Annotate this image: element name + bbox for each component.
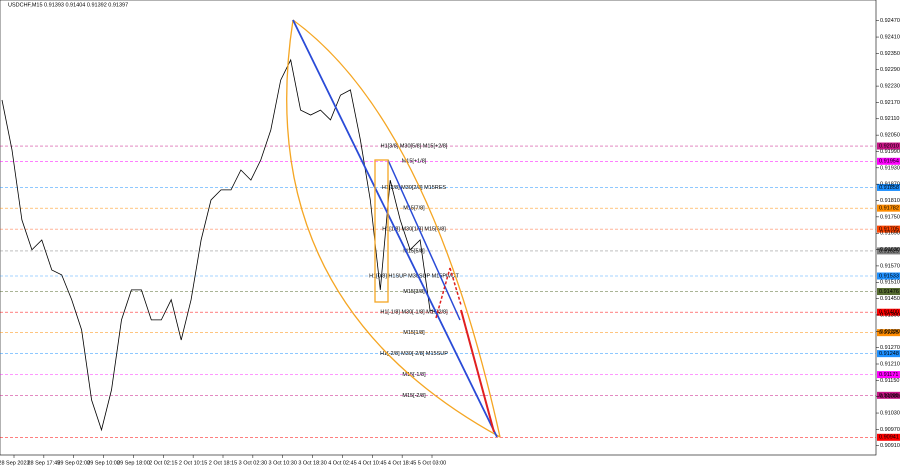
level-price-label: 0.91476 bbox=[879, 289, 899, 295]
level-price-box bbox=[877, 433, 900, 441]
level-label: M15[1/8] bbox=[403, 330, 425, 336]
trend-line bbox=[387, 159, 461, 321]
y-tick-label: 0.91630 bbox=[880, 247, 900, 253]
level-price-label: 0.91325 bbox=[879, 330, 899, 336]
y-tick-label: 0.91510 bbox=[880, 280, 900, 286]
forecast-arrow bbox=[460, 309, 495, 433]
level-label: H1[-1/8] M30[-1/8] M15[2/8] bbox=[380, 310, 448, 316]
y-tick-label: 0.92110 bbox=[880, 116, 899, 122]
level-label: M15[7/8] bbox=[403, 206, 425, 212]
level-price-label: 0.91954 bbox=[879, 159, 899, 165]
level-price-label: 0.92010 bbox=[879, 143, 899, 149]
y-tick-label: 0.91570 bbox=[880, 263, 900, 269]
y-tick-label: 0.91270 bbox=[880, 345, 900, 351]
x-tick-label: 2 Oct 18:15 bbox=[209, 460, 237, 466]
x-tick-label: 3 Oct 02:30 bbox=[239, 460, 267, 466]
chart-title: USDCHF,M15 0.91393 0.91404 0.91392 0.913… bbox=[8, 2, 128, 8]
plot-frame bbox=[0, 0, 877, 456]
y-tick-label: 0.91690 bbox=[880, 231, 900, 237]
level-label: M15[-1/8] bbox=[402, 372, 426, 378]
y-tick-label: 0.91810 bbox=[880, 198, 900, 204]
level-price-box bbox=[877, 288, 900, 296]
fib-arc bbox=[292, 19, 501, 438]
levels: 0.92010 H1[3/8] M30[5/8] M15[+2/8] 0.91954… bbox=[0, 142, 900, 441]
x-tick-label: 5 Oct 03:00 bbox=[418, 460, 446, 466]
forecast-arrow bbox=[449, 267, 462, 306]
y-tick-label: 0.92170 bbox=[880, 100, 900, 106]
y-tick-label: 0.92290 bbox=[880, 67, 900, 73]
range-box bbox=[374, 159, 389, 303]
y-tick-label: 0.92410 bbox=[880, 35, 900, 41]
y-tick-label: 0.91870 bbox=[880, 182, 900, 188]
level-price-label: 0.91858 bbox=[879, 185, 899, 191]
x-tick-label: 4 Oct 02:45 bbox=[328, 460, 356, 466]
level-price-box bbox=[877, 247, 900, 255]
x-tick-label: 29 Sep 18:00 bbox=[117, 460, 150, 466]
x-tick-label: 2 Oct 10:15 bbox=[179, 460, 207, 466]
y-tick-label: 0.92470 bbox=[880, 18, 900, 24]
level-label: H1[3/8] M30[5/8] M15[+2/8] bbox=[381, 143, 448, 149]
level-price-label: 0.90941 bbox=[879, 435, 899, 441]
x-tick-label: 3 Oct 10:30 bbox=[268, 460, 296, 466]
level-price-label: 0.91705 bbox=[879, 227, 899, 233]
y-tick-label: 0.91150 bbox=[880, 378, 899, 384]
level-label: H1[2/8] M30[2/8] M15RES bbox=[382, 185, 447, 191]
x-tick-label: 28 Sep 2023 bbox=[0, 460, 30, 466]
level-price-box bbox=[877, 329, 900, 337]
level-price-label: 0.91248 bbox=[879, 351, 899, 357]
x-tick-label: 4 Oct 18:45 bbox=[388, 460, 416, 466]
x-tick-label: 4 Oct 10:45 bbox=[358, 460, 386, 466]
x-tick-label: 29 Sep 10:00 bbox=[87, 460, 120, 466]
y-tick-label: 0.90910 bbox=[880, 443, 900, 449]
level-label: M15[-2/8] bbox=[402, 393, 426, 399]
level-price-box bbox=[877, 225, 900, 233]
level-price-box bbox=[877, 272, 900, 280]
x-tick-label: 3 Oct 18:30 bbox=[298, 460, 326, 466]
y-tick-label: 0.92350 bbox=[880, 51, 900, 57]
forecast-arrow bbox=[435, 267, 451, 319]
level-price-label: 0.91400 bbox=[879, 310, 899, 316]
level-label: H1[1/8] M30[1/8] M15[6/8] bbox=[382, 227, 446, 233]
level-price-box bbox=[877, 308, 900, 316]
level-label: M15[5/8] bbox=[403, 248, 425, 254]
y-tick-label: 0.91390 bbox=[880, 312, 900, 318]
y-tick-label: 0.91750 bbox=[880, 214, 900, 220]
x-tick-label: 2 Oct 02:15 bbox=[149, 460, 177, 466]
y-tick-label: 0.91330 bbox=[880, 329, 900, 335]
y-tick-label: 0.90970 bbox=[880, 427, 900, 433]
level-price-label: 0.91533 bbox=[879, 273, 899, 279]
x-tick-label: 29 Sep 02:00 bbox=[57, 460, 90, 466]
y-tick-label: 0.91030 bbox=[880, 410, 900, 416]
y-tick-label: 0.92230 bbox=[880, 84, 900, 90]
level-price-label: 0.91782 bbox=[879, 206, 899, 212]
trend-line bbox=[292, 19, 498, 438]
level-price-box bbox=[877, 204, 900, 212]
level-price-box bbox=[877, 391, 900, 399]
level-price-box bbox=[877, 350, 900, 358]
y-tick-label: 0.91450 bbox=[880, 296, 900, 302]
level-price-box bbox=[877, 371, 900, 379]
level-label: H1[0/8] H1SUP M30SUP M15PIVOT bbox=[369, 273, 459, 279]
level-label: H1[-2/8] M30[-2/8] M15SUP bbox=[380, 351, 448, 357]
fib-arc bbox=[286, 19, 501, 438]
level-price-box bbox=[877, 142, 900, 150]
level-price-label: 0.91095 bbox=[879, 393, 899, 399]
level-label: M15[3/8] bbox=[403, 289, 425, 295]
level-price-box bbox=[877, 157, 900, 165]
series bbox=[1, 58, 441, 432]
level-price-label: 0.91171 bbox=[879, 372, 898, 378]
y-tick-label: 0.91210 bbox=[880, 361, 900, 367]
level-price-box bbox=[877, 183, 900, 191]
y-tick-label: 0.91930 bbox=[880, 165, 900, 171]
y-tick-label: 0.91090 bbox=[880, 394, 900, 400]
x-tick-label: 28 Sep 17:45 bbox=[27, 460, 60, 466]
level-price-label: 0.91625 bbox=[879, 248, 899, 254]
price-line bbox=[1, 58, 441, 432]
y-tick-label: 0.92050 bbox=[880, 133, 900, 139]
level-label: M15[+1/8] bbox=[402, 159, 427, 165]
y-tick-label: 0.91990 bbox=[880, 149, 900, 155]
